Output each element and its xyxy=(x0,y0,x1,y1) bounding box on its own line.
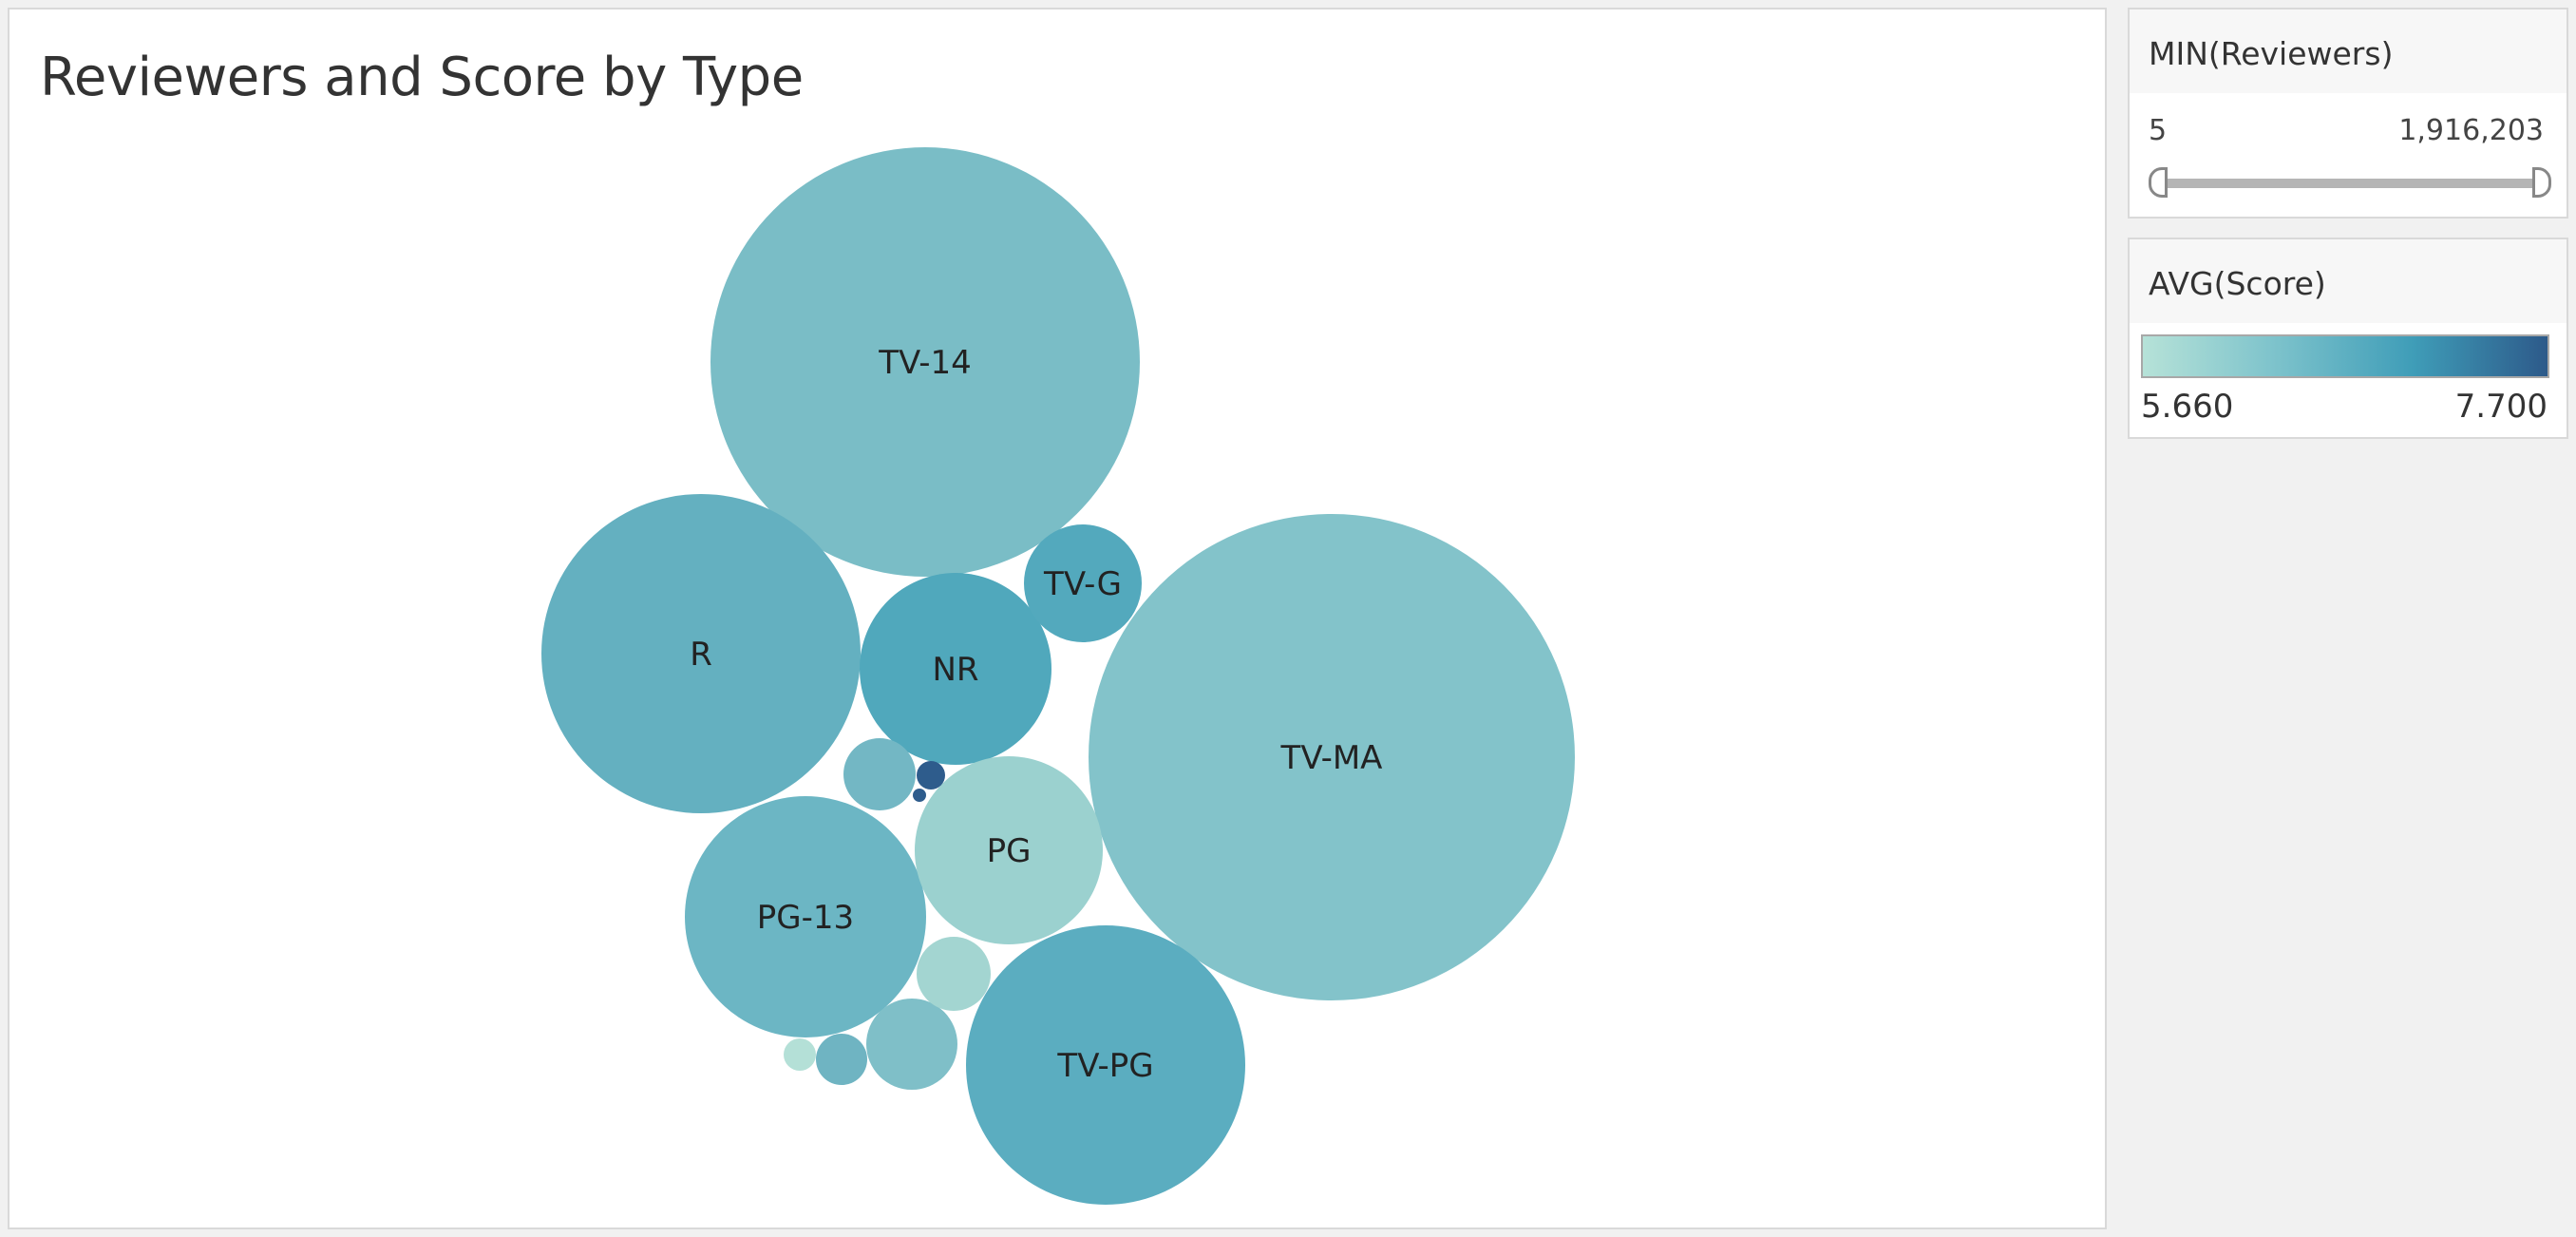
bubble-unlabeled-13[interactable] xyxy=(917,761,945,790)
range-slider-min-handle[interactable] xyxy=(2149,167,2168,198)
bubble-label-tv-ma: TV-MA xyxy=(1280,739,1383,777)
score-color-legend-card: AVG(Score) 5.660 7.700 xyxy=(2128,238,2568,439)
bubble-unlabeled-11[interactable] xyxy=(816,1034,867,1085)
bubble-label-tv-14: TV-14 xyxy=(878,344,972,382)
bubble-label-pg-13: PG-13 xyxy=(757,899,854,937)
bubble-unlabeled-9[interactable] xyxy=(843,738,916,810)
bubble-label-tv-g: TV-G xyxy=(1043,565,1122,603)
legend-max-label: 7.700 xyxy=(2454,388,2548,426)
chart-title: Reviewers and Score by Type xyxy=(40,47,804,108)
bubble-tv-14[interactable] xyxy=(710,147,1140,577)
bubble-unlabeled-12[interactable] xyxy=(784,1038,816,1071)
bubble-label-nr: NR xyxy=(932,651,978,689)
bubble-tv-g[interactable] xyxy=(1024,524,1142,642)
bubble-label-r: R xyxy=(690,636,712,674)
legend-min-label: 5.660 xyxy=(2141,388,2234,426)
viz-panel: Reviewers and Score by Type TV-MA TV-14 R T… xyxy=(8,8,2107,1229)
bubble-tv-pg[interactable] xyxy=(966,925,1245,1205)
color-gradient-bar xyxy=(2141,334,2549,378)
filter-range-labels: 5 1,916,203 xyxy=(2149,114,2544,147)
reviewers-filter-card: MIN(Reviewers) 5 1,916,203 xyxy=(2128,8,2568,219)
bubble-label-pg: PG xyxy=(987,832,1032,870)
bubble-pg-13[interactable] xyxy=(685,796,926,1037)
bubble-nr[interactable] xyxy=(860,573,1051,765)
bubble-tv-ma[interactable] xyxy=(1089,514,1575,1000)
filter-min-label: 5 xyxy=(2149,114,2168,147)
filter-max-label: 1,916,203 xyxy=(2398,114,2544,147)
bubble-r[interactable] xyxy=(541,494,861,813)
bubble-pg[interactable] xyxy=(915,756,1103,944)
bubble-unlabeled-8[interactable] xyxy=(866,999,957,1090)
range-slider-max-handle[interactable] xyxy=(2532,167,2551,198)
bubble-unlabeled-14[interactable] xyxy=(913,789,926,802)
range-slider-track[interactable] xyxy=(2156,179,2538,188)
legend-title: AVG(Score) xyxy=(2130,239,2567,323)
bubble-chart: TV-MA TV-14 R TV-PG PG-13 NR PG TV-G xyxy=(541,147,1575,1205)
filter-title: MIN(Reviewers) xyxy=(2130,10,2567,93)
bubble-label-tv-pg: TV-PG xyxy=(1056,1047,1153,1085)
bubble-unlabeled-10[interactable] xyxy=(917,937,991,1011)
